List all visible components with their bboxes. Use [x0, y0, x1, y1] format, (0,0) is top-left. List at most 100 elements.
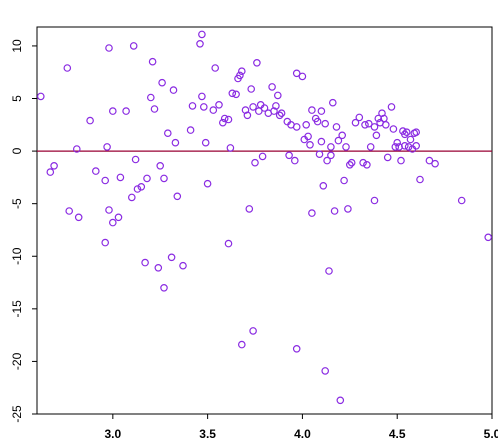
y-tick-label: -20	[10, 352, 24, 370]
data-point	[347, 158, 356, 167]
plot-frame	[36, 26, 493, 415]
data-point	[232, 90, 240, 99]
data-point	[363, 161, 371, 169]
data-point	[359, 158, 367, 167]
data-point	[272, 102, 280, 110]
data-point	[340, 176, 348, 185]
data-point	[325, 267, 333, 275]
data-point	[315, 150, 324, 159]
data-point	[372, 131, 381, 140]
data-point	[404, 143, 413, 151]
data-point	[150, 105, 159, 113]
data-point	[122, 107, 130, 115]
data-point	[285, 151, 293, 160]
data-point	[298, 72, 307, 81]
data-point	[457, 196, 466, 205]
x-tick-label: 4.5	[389, 427, 406, 441]
data-point	[306, 141, 314, 149]
data-point	[249, 103, 257, 111]
data-point	[86, 116, 94, 125]
data-point	[198, 30, 206, 39]
data-point	[236, 71, 244, 80]
data-point	[36, 92, 45, 101]
data-point	[109, 218, 117, 227]
data-point	[105, 206, 113, 214]
data-point	[114, 213, 123, 222]
data-point	[243, 111, 252, 120]
data-point	[321, 119, 330, 128]
data-point	[228, 89, 237, 98]
data-point	[260, 104, 269, 112]
data-point	[327, 143, 335, 151]
data-point	[366, 143, 375, 151]
data-point	[304, 132, 312, 141]
data-point	[141, 258, 149, 267]
data-point	[275, 111, 284, 120]
data-point	[224, 115, 233, 124]
data-point	[268, 83, 276, 91]
data-point	[253, 58, 261, 67]
data-point	[400, 142, 409, 150]
data-point	[203, 179, 212, 188]
y-tick-label: -10	[10, 247, 24, 265]
data-point	[292, 69, 301, 78]
y-tick-label: -5	[10, 198, 24, 209]
data-point	[364, 119, 373, 128]
data-point	[224, 239, 233, 248]
data-point	[137, 183, 146, 191]
data-point	[416, 175, 424, 184]
data-point	[164, 129, 172, 138]
y-tick-label: 10	[10, 39, 24, 53]
y-axis: 10 5 0 -5 -10 -15 -20 -25	[10, 39, 37, 423]
y-tick-label: 0	[10, 147, 24, 154]
data-point	[147, 93, 155, 102]
data-point	[211, 64, 220, 72]
data-point	[370, 123, 379, 131]
data-point	[46, 168, 55, 176]
data-point	[391, 143, 400, 151]
data-point	[196, 39, 204, 48]
data-point	[317, 137, 326, 146]
data-point	[389, 125, 398, 133]
data-point	[412, 142, 421, 150]
data-point	[63, 64, 72, 72]
data-point	[383, 153, 392, 162]
x-tick-label: 4.0	[294, 427, 311, 441]
data-point	[381, 121, 390, 129]
y-tick-label: -15	[10, 300, 24, 318]
data-point	[402, 128, 411, 137]
data-point	[220, 114, 229, 123]
x-axis: 3.0 3.5 4.0 4.5 5.0	[104, 414, 498, 441]
x-tick-label: 5.0	[484, 427, 498, 441]
data-point	[198, 92, 206, 101]
data-point	[400, 130, 409, 139]
data-point	[133, 185, 142, 193]
data-point	[327, 151, 335, 160]
data-point	[129, 42, 138, 50]
data-point	[273, 91, 282, 100]
data-point	[290, 156, 299, 165]
data-point	[247, 85, 256, 93]
data-point	[277, 109, 286, 118]
data-point	[167, 253, 176, 262]
y-tick-label: -25	[10, 405, 24, 423]
data-point	[302, 121, 311, 129]
data-point	[238, 67, 246, 76]
data-point	[387, 103, 396, 111]
data-point	[116, 173, 125, 182]
data-point	[321, 367, 330, 375]
data-point	[179, 261, 187, 270]
data-point	[336, 396, 345, 405]
data-point	[308, 106, 316, 114]
x-tick-label: 3.5	[199, 427, 216, 441]
x-tick-label: 3.0	[104, 427, 121, 441]
data-point	[317, 107, 326, 115]
data-point	[73, 145, 81, 153]
data-point	[74, 213, 83, 222]
data-point	[245, 205, 254, 213]
data-point	[251, 158, 259, 167]
data-point	[313, 117, 322, 126]
data-point	[169, 86, 178, 94]
data-point	[188, 102, 197, 110]
